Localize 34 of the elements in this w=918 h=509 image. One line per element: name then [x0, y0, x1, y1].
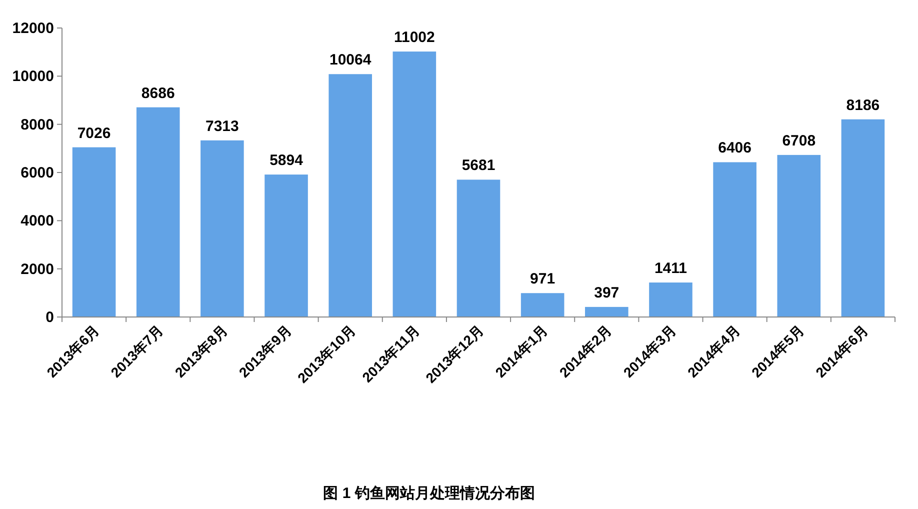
data-label: 11002 — [394, 29, 435, 46]
data-label: 5681 — [462, 157, 496, 174]
bar — [136, 107, 180, 318]
y-tick-label: 10000 — [12, 68, 54, 86]
text: 图 1 钓鱼网站月处理情况分布图 — [323, 485, 535, 502]
y-tick-label: 4000 — [20, 212, 54, 230]
data-label: 7026 — [77, 124, 111, 142]
bar — [328, 74, 372, 318]
data-label: 6406 — [718, 140, 752, 157]
data-label: 5894 — [270, 152, 304, 170]
y-tick-label: 12000 — [12, 20, 54, 37]
data-label: 397 — [594, 284, 620, 302]
bar — [841, 119, 885, 318]
bar — [520, 293, 564, 318]
y-tick-label: 6000 — [20, 164, 54, 182]
bar — [200, 140, 244, 318]
data-label: 6708 — [782, 132, 816, 150]
bar — [264, 174, 308, 318]
bar — [72, 147, 116, 318]
data-label: 8186 — [846, 96, 880, 114]
data-label: 971 — [530, 270, 556, 288]
data-label: 7313 — [206, 118, 239, 135]
data-label: 1411 — [654, 260, 688, 278]
bar — [777, 154, 821, 318]
bar — [456, 180, 500, 318]
bar — [585, 306, 628, 318]
bar — [649, 282, 692, 318]
y-tick-label: 2000 — [20, 260, 54, 278]
bar — [713, 162, 756, 318]
y-tick-label: 8000 — [20, 116, 54, 134]
data-label: 10064 — [329, 52, 372, 69]
data-label: 8686 — [141, 84, 175, 102]
bar — [392, 52, 436, 318]
y-tick-label: 0 — [46, 309, 54, 326]
